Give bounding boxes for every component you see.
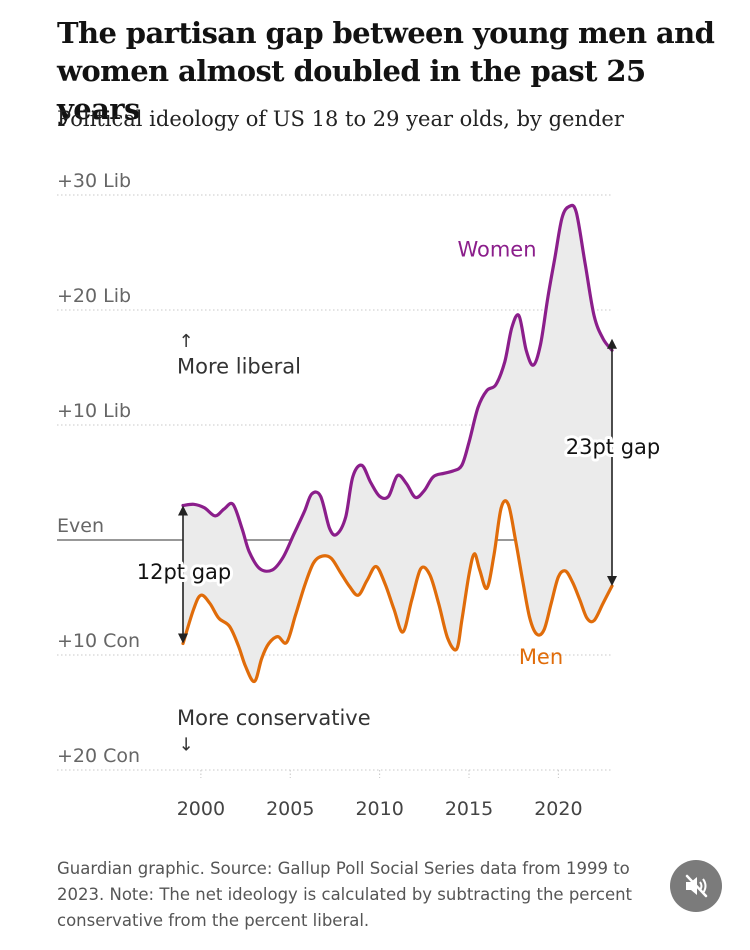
women-line [181,203,614,573]
speaker-muted-icon [685,874,708,898]
gap-start-arrow-arrowhead-up [178,505,188,516]
labels: +30 Lib +20 Lib +10 Lib Even +10 Con +20 Con 2… [57,170,663,820]
y-tick-label: +20 Con [57,745,140,767]
y-tick-label: Even [57,515,104,537]
x-tick-label: 2015 [445,798,493,820]
line-chart: +30 Lib +20 Lib +10 Lib Even +10 Con +20 Con 2… [57,170,663,820]
men-line [181,499,614,684]
gap-area [183,205,612,682]
gap-end-label: 23pt gap [566,435,661,459]
gap-fill [183,205,612,682]
series-lines [181,203,614,684]
x-tick-label: 2005 [266,798,314,820]
y-tick-label: +30 Lib [57,170,131,192]
gap-end-arrow-arrowhead-down [607,576,617,586]
gap-end-arrow-arrowhead-up [607,338,617,349]
up-arrow-icon: ↑ [178,331,193,352]
down-arrow-icon: ↓ [178,734,193,755]
more-liberal-label: More liberal [177,354,301,378]
x-tick-label: 2010 [355,798,403,820]
source-note: Guardian graphic. Source: Gallup Poll So… [57,859,633,930]
x-tick-label: 2000 [177,798,225,820]
series-label-women: Women [457,237,536,261]
chart-title: The partisan gap between young men and w… [57,16,715,126]
y-tick-label: +20 Lib [57,285,131,307]
chart-subtitle: Political ideology of US 18 to 29 year o… [57,107,624,131]
y-tick-label: +10 Lib [57,400,131,422]
y-tick-label: +10 Con [57,630,140,652]
x-tick-label: 2020 [534,798,582,820]
mute-button[interactable] [670,860,722,912]
gap-start-label: 12pt gap [137,560,232,584]
series-label-men: Men [519,645,563,669]
more-conservative-label: More conservative [177,706,371,730]
gap-start-arrow-arrowhead-down [178,633,188,644]
